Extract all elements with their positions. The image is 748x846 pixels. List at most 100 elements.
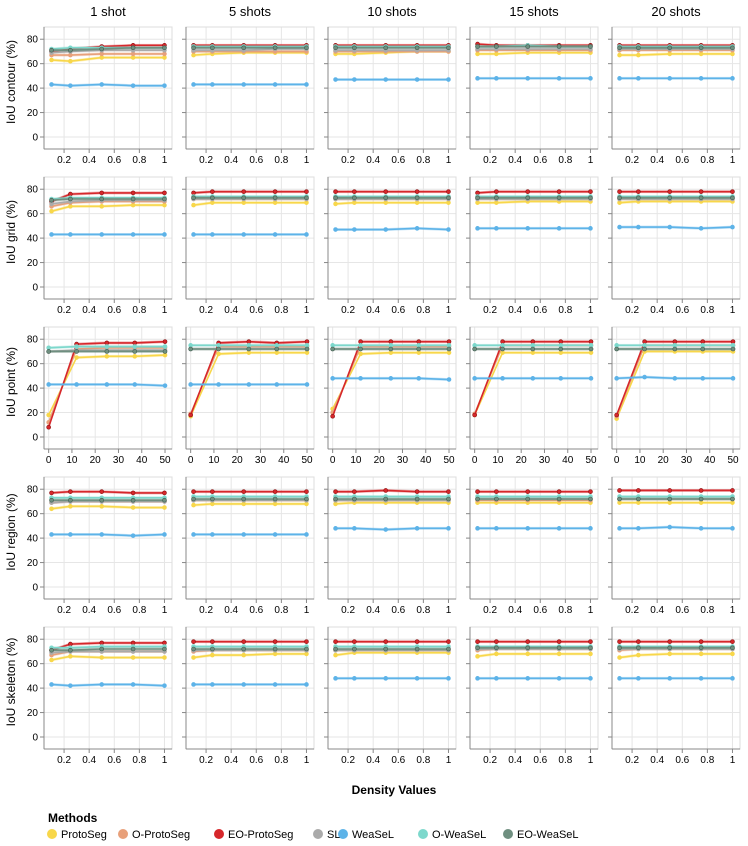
data-point [617, 52, 622, 58]
data-point [617, 639, 622, 644]
data-point [642, 346, 647, 352]
x-tick-label: 0.2 [341, 305, 355, 316]
x-tick-label: 30 [397, 455, 409, 466]
data-point [74, 349, 79, 354]
legend-swatch [503, 829, 513, 839]
series-band [474, 351, 592, 417]
data-point [730, 651, 735, 657]
data-point [556, 76, 562, 81]
y-tick-label: 40 [27, 534, 39, 545]
data-point [698, 639, 704, 644]
data-point [494, 189, 499, 194]
data-point [614, 346, 619, 352]
x-tick-label: 0.8 [700, 305, 714, 316]
data-point [68, 647, 73, 653]
data-point [475, 226, 480, 231]
data-point [130, 190, 136, 196]
data-point [636, 676, 641, 681]
data-point [556, 489, 562, 494]
data-point [698, 651, 704, 657]
series-4 [472, 376, 594, 381]
data-point [130, 196, 136, 202]
data-point [162, 45, 167, 51]
series-6 [46, 349, 168, 354]
data-point [304, 195, 309, 201]
data-point [494, 645, 499, 651]
x-tick-label: 10 [66, 455, 78, 466]
x-tick-label: 30 [113, 455, 125, 466]
x-tick-label: 20 [374, 455, 386, 466]
series-6 [475, 44, 593, 49]
data-point [99, 196, 105, 202]
data-point [588, 639, 593, 644]
panel: 0.2 0.4 0.6 0.8 1 [466, 176, 599, 316]
data-point [525, 639, 531, 644]
data-point [475, 526, 480, 531]
data-point [414, 489, 420, 494]
data-point [162, 83, 167, 88]
series-0 [617, 51, 735, 58]
series-0 [475, 651, 593, 659]
data-point [241, 532, 247, 537]
y-tick-label: 20 [27, 108, 39, 119]
data-point [99, 232, 105, 237]
y-tick-label: 60 [27, 659, 39, 670]
series-6 [472, 346, 594, 352]
data-point [188, 412, 193, 418]
data-point [49, 490, 54, 496]
data-point [74, 382, 79, 387]
series-6 [49, 196, 167, 203]
data-point [272, 189, 278, 194]
data-point [352, 489, 357, 494]
data-point [667, 639, 673, 644]
data-point [333, 496, 338, 502]
legend-label: SL [327, 829, 340, 841]
data-point [99, 46, 105, 52]
data-point [446, 496, 451, 502]
series-4 [617, 524, 735, 531]
series-band [616, 343, 734, 418]
y-tick-label: 60 [27, 59, 39, 70]
data-point [191, 502, 196, 508]
series-5 [472, 343, 594, 348]
data-point [130, 682, 136, 687]
data-point [617, 645, 622, 651]
legend-label: ProtoSeg [61, 829, 107, 841]
data-point [68, 683, 73, 688]
data-point [556, 676, 562, 681]
series-0 [617, 651, 735, 660]
x-tick-label: 0.8 [558, 605, 572, 616]
x-tick-label: 0.4 [224, 755, 238, 766]
data-point [414, 639, 420, 644]
x-tick-label: 0.8 [132, 155, 146, 166]
panel-row: IoU skeleton (%)0.2 0.4 0.6 0.8 10204060800.… [4, 626, 741, 766]
panel: 0.2 0.4 0.6 0.8 1 [466, 26, 599, 166]
data-point [162, 344, 168, 349]
data-point [525, 496, 531, 502]
data-point [49, 47, 54, 53]
data-point [241, 639, 247, 644]
y-tick-label: 60 [27, 509, 39, 520]
x-tick-label: 0.4 [224, 155, 238, 166]
x-tick-label: 0.2 [483, 755, 497, 766]
data-point [358, 376, 363, 381]
data-point [99, 204, 105, 209]
data-point [46, 349, 51, 354]
data-point [730, 496, 735, 502]
x-tick-label: 0.4 [366, 305, 380, 316]
x-tick-label: 40 [278, 455, 290, 466]
series-4 [49, 82, 167, 88]
data-point [210, 532, 215, 537]
x-tick-label: 0.4 [82, 755, 96, 766]
x-tick-label: 10 [492, 455, 504, 466]
series-4 [614, 374, 736, 381]
legend-label: O-ProtoSeg [132, 829, 190, 841]
series-0 [191, 651, 309, 660]
data-point [556, 44, 562, 49]
data-point [525, 489, 531, 494]
data-point [210, 496, 215, 502]
x-tick-label: 0.4 [650, 605, 664, 616]
data-point [130, 490, 136, 496]
data-point [99, 82, 105, 87]
